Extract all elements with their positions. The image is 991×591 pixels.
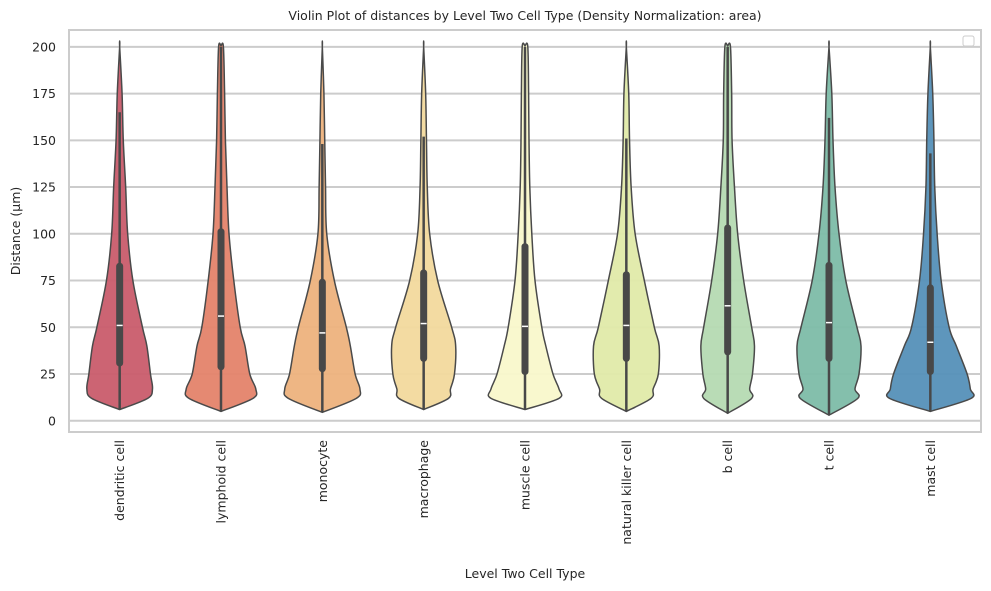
y-tick-label: 200	[32, 39, 56, 54]
violin-iqr-box	[116, 262, 124, 367]
y-tick-label: 175	[32, 86, 56, 101]
violin-iqr-box	[420, 269, 428, 362]
violin-mast-cell	[885, 40, 975, 413]
violin-muscle-cell	[487, 42, 563, 411]
x-tick-label: lymphoid cell	[214, 440, 229, 523]
violin-iqr-box	[724, 224, 732, 356]
plot-frame	[68, 29, 982, 433]
violin-iqr-box	[825, 261, 833, 362]
violins	[86, 40, 975, 417]
x-tick-label: natural killer cell	[619, 440, 634, 545]
x-tick-labels: dendritic cell lymphoid cell monocyte macro…	[112, 440, 938, 545]
violin-monocyte	[283, 40, 362, 414]
y-tick-label: 100	[32, 226, 56, 241]
x-tick-label: macrophage	[416, 440, 431, 519]
y-tick-labels: 0 25 50 75 100 125 150 175 200	[32, 39, 56, 428]
y-tick-label: 50	[40, 320, 56, 335]
y-tick-label: 0	[48, 413, 56, 428]
y-tick-label: 25	[40, 367, 56, 382]
x-tick-label: t cell	[822, 440, 837, 470]
violin-iqr-box	[926, 284, 934, 375]
y-tick-label: 150	[32, 133, 56, 148]
x-tick-label: monocyte	[315, 440, 330, 503]
chart-title: Violin Plot of distances by Level Two Ce…	[288, 8, 761, 23]
y-tick-label: 75	[40, 273, 56, 288]
x-tick-label: mast cell	[923, 440, 938, 497]
violin-iqr-box	[318, 278, 326, 373]
x-tick-label: b cell	[720, 440, 735, 473]
violin-iqr-box	[217, 228, 225, 371]
x-axis-label: Level Two Cell Type	[465, 566, 586, 581]
x-tick-label: dendritic cell	[112, 440, 127, 521]
violin-dendritic-cell	[86, 40, 154, 411]
legend-box	[962, 35, 975, 47]
x-tick-label: muscle cell	[518, 440, 533, 510]
violin-b-cell	[700, 42, 756, 415]
y-axis-label: Distance (µm)	[8, 187, 23, 276]
violin-t-cell	[796, 40, 862, 417]
y-tick-label: 125	[32, 180, 56, 195]
violin-lymphoid-cell	[184, 42, 258, 413]
violin-iqr-box	[521, 243, 529, 375]
violin-iqr-box	[622, 271, 630, 362]
violin-natural-killer-cell	[592, 40, 661, 413]
violin-macrophage	[390, 40, 457, 411]
